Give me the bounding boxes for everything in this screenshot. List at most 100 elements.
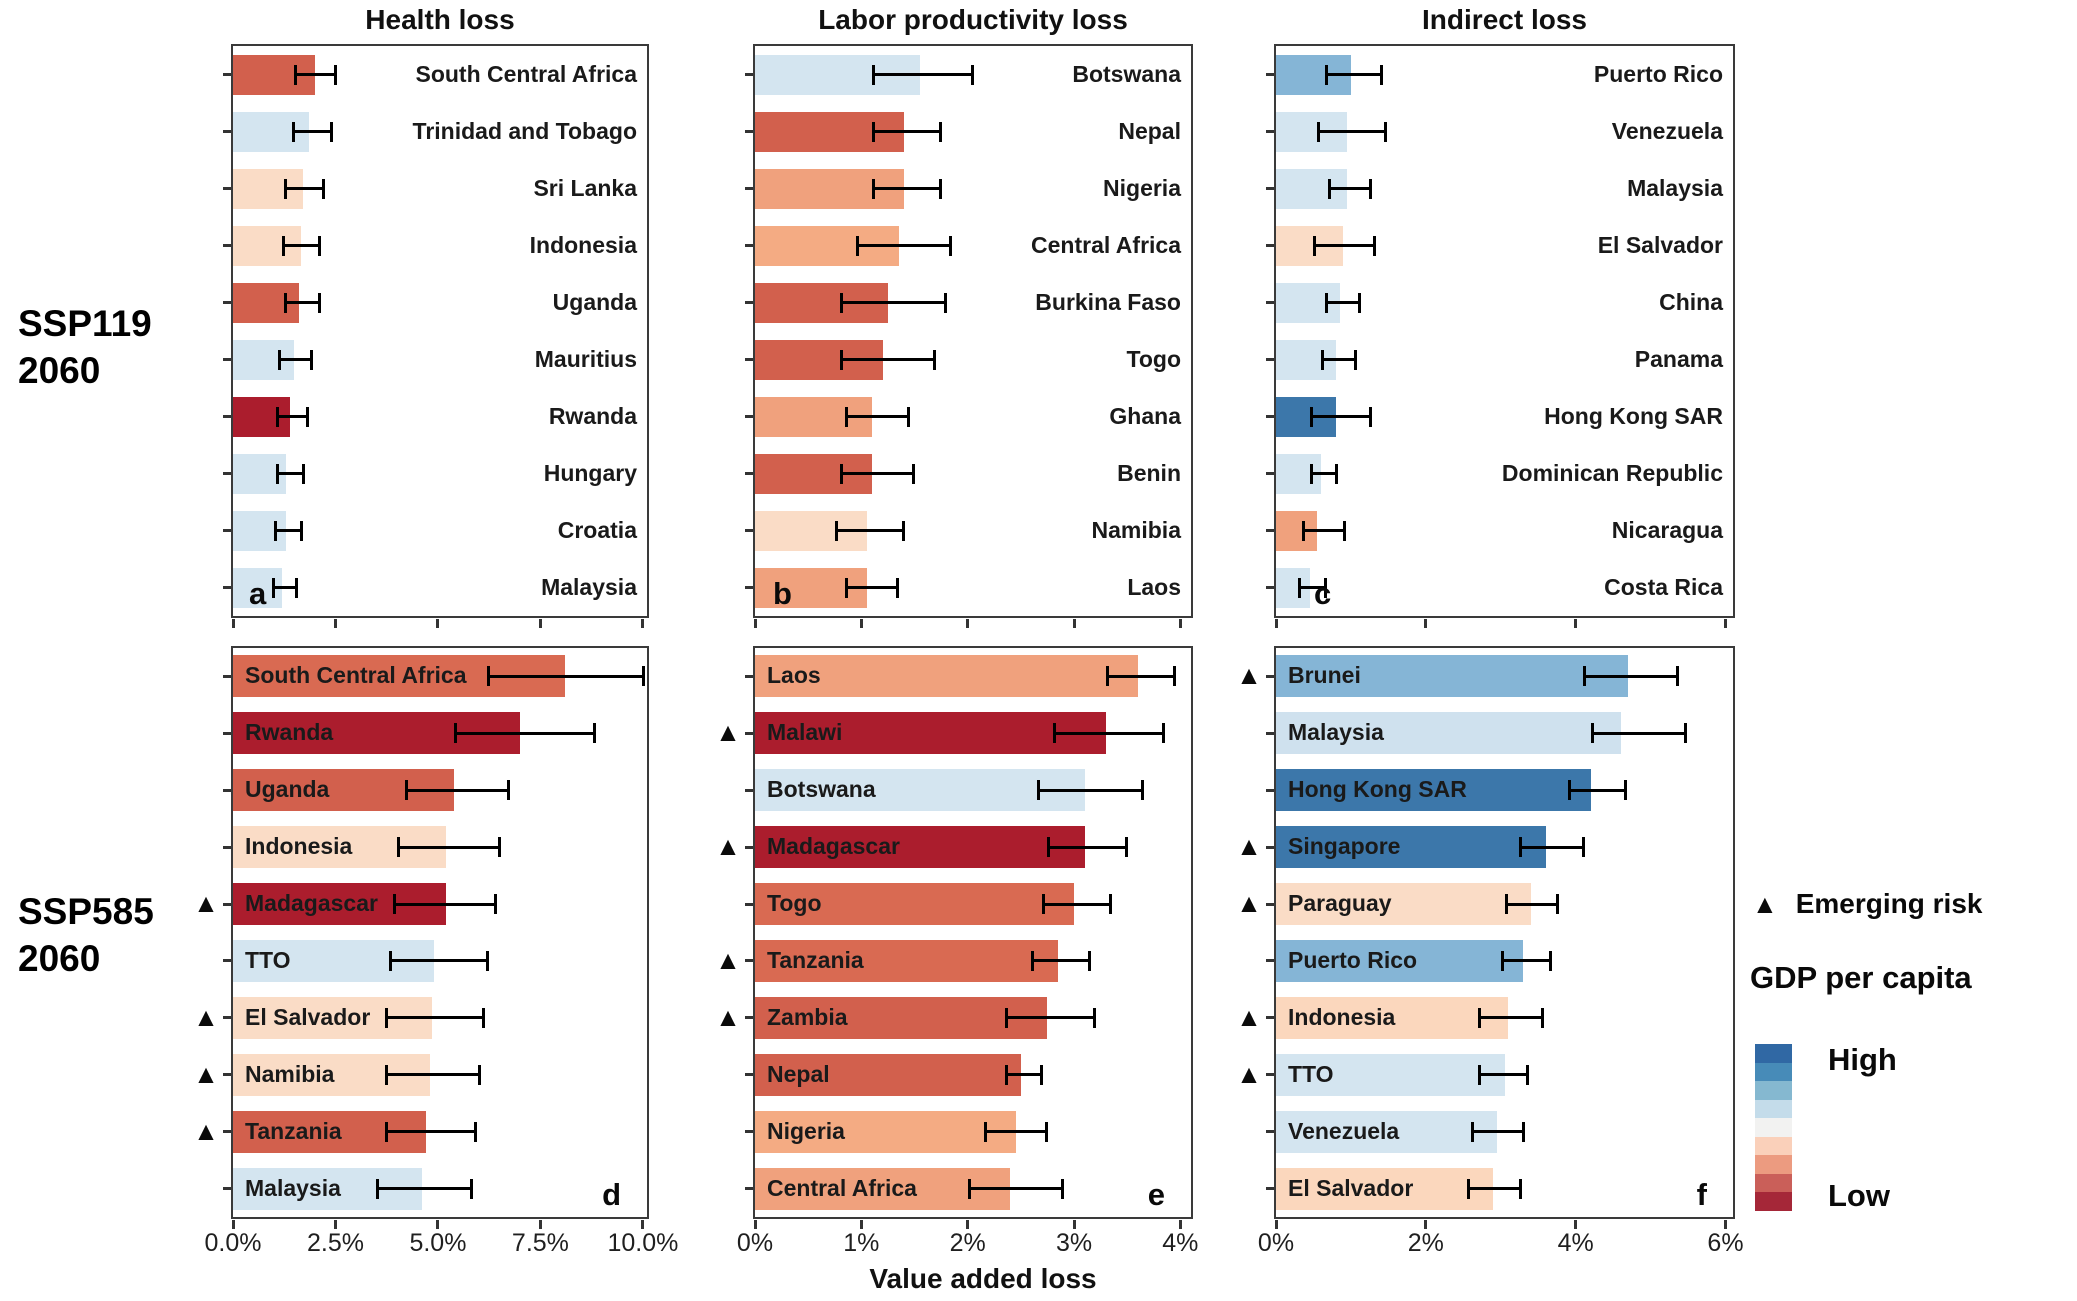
y-axis-tick	[1266, 73, 1274, 76]
error-bar	[1313, 235, 1376, 256]
error-bar	[1478, 1007, 1545, 1028]
error-bar-line	[848, 415, 907, 418]
country-label: Trinidad and Tobago	[412, 117, 637, 144]
error-bar-line	[1503, 959, 1549, 963]
y-axis-tick	[223, 73, 231, 76]
error-bar	[271, 577, 299, 598]
triangle-icon: ▲	[1752, 889, 1778, 919]
y-axis-tick	[1266, 301, 1274, 304]
country-label: Croatia	[557, 516, 637, 543]
y-axis-tick	[745, 415, 753, 418]
error-bar	[405, 780, 510, 801]
x-axis-tick	[231, 1220, 235, 1229]
error-bar-line	[1034, 959, 1088, 963]
x-axis-tick	[538, 1220, 542, 1229]
country-label: Uganda	[245, 776, 330, 803]
y-axis-tick	[745, 1016, 753, 1020]
error-bar	[1504, 894, 1560, 915]
y-axis-tick	[223, 959, 231, 963]
error-bar-line	[986, 1130, 1046, 1134]
y-axis-tick	[1266, 902, 1274, 906]
error-bar	[384, 1064, 481, 1085]
y-axis-tick	[223, 130, 231, 133]
gdp-per-capita-colorbar	[1755, 1044, 1792, 1211]
country-label: Malaysia	[541, 573, 637, 600]
colorbar-segment	[1755, 1118, 1792, 1137]
x-axis-tick	[1072, 619, 1076, 628]
y-axis-tick	[1266, 472, 1274, 475]
country-label: Nigeria	[767, 1117, 845, 1144]
y-axis-tick	[745, 674, 753, 678]
error-bar	[1317, 121, 1387, 142]
row-label-ssp119-2060: SSP119 2060	[18, 300, 188, 395]
x-axis-tick	[1724, 619, 1727, 628]
error-bar-line	[1039, 788, 1141, 792]
error-bar	[284, 178, 326, 199]
y-axis-tick	[1266, 674, 1274, 678]
y-axis-tick	[223, 529, 231, 532]
error-bar-line	[1327, 73, 1381, 76]
x-axis-tick	[966, 1220, 970, 1229]
error-bar	[454, 723, 596, 744]
error-bar-line	[295, 130, 331, 133]
error-bar-line	[1507, 902, 1557, 906]
error-bar-line	[1470, 1187, 1519, 1191]
x-axis-tick	[859, 1220, 863, 1229]
error-bar-line	[1007, 1016, 1093, 1020]
country-label: Mauritius	[534, 345, 637, 372]
error-bar-line	[408, 788, 507, 792]
x-axis-tick	[436, 1220, 440, 1229]
error-bar	[1105, 666, 1176, 687]
country-label: Paraguay	[1288, 890, 1392, 917]
y-axis-tick	[223, 301, 231, 304]
x-tick-label: 0%	[736, 1229, 774, 1257]
x-axis-tick	[1178, 619, 1182, 628]
y-axis-tick	[223, 1130, 231, 1134]
error-bar-line	[1045, 902, 1109, 906]
country-label: South Central Africa	[245, 662, 467, 689]
country-label: Botswana	[1072, 60, 1181, 87]
error-bar	[276, 463, 305, 484]
error-bar-line	[970, 1187, 1062, 1191]
y-axis-tick	[223, 586, 231, 589]
x-tick-label: 2%	[1407, 1229, 1444, 1257]
country-label: Indonesia	[529, 231, 637, 258]
error-bar-line	[399, 845, 499, 849]
y-axis-tick	[1266, 358, 1274, 361]
y-axis-tick	[745, 1130, 753, 1134]
y-axis-tick	[223, 358, 231, 361]
country-label: Malaysia	[1288, 719, 1384, 746]
error-bar-line	[1323, 358, 1354, 361]
error-bar	[294, 64, 338, 85]
country-label: TTO	[1288, 1060, 1334, 1087]
country-label: Laos	[767, 662, 821, 689]
column-title-health-loss: Health loss	[365, 4, 515, 35]
country-label: Venezuela	[1288, 1117, 1400, 1144]
error-bar	[388, 950, 490, 971]
row-label-line2: 2060	[18, 350, 101, 392]
country-label: Botswana	[767, 776, 876, 803]
emerging-risk-triangle-icon: ▲	[715, 717, 741, 748]
y-axis-tick	[1266, 586, 1274, 589]
country-label: Tanzania	[767, 946, 864, 973]
x-axis-tick	[1274, 1220, 1278, 1229]
emerging-risk-triangle-icon: ▲	[1236, 1001, 1262, 1032]
colorbar-segment	[1755, 1136, 1792, 1156]
y-axis-tick	[745, 1073, 753, 1077]
x-tick-label: 5.0%	[409, 1229, 467, 1257]
bar-tanzania	[755, 939, 1059, 982]
emerging-risk-triangle-icon: ▲	[193, 1001, 219, 1032]
country-label: China	[1659, 288, 1723, 315]
country-label: Madagascar	[245, 890, 378, 917]
error-bar	[1298, 577, 1327, 598]
panel-e-ssp585-labor-productivity-loss: Laos Malawi ▲ Botswana Madagascar ▲ Togo Tanzan…	[715, 646, 1198, 1257]
y-axis-tick	[745, 73, 753, 76]
country-label: Togo	[767, 890, 822, 917]
y-axis-tick	[745, 902, 753, 906]
x-tick-label: 4%	[1557, 1229, 1594, 1257]
y-axis-tick	[223, 674, 231, 678]
row-label-line1: SSP119	[18, 303, 152, 344]
error-bar	[376, 1178, 473, 1199]
y-axis-tick	[223, 845, 231, 849]
row-label-ssp585-2060: SSP585 2060	[18, 888, 188, 983]
